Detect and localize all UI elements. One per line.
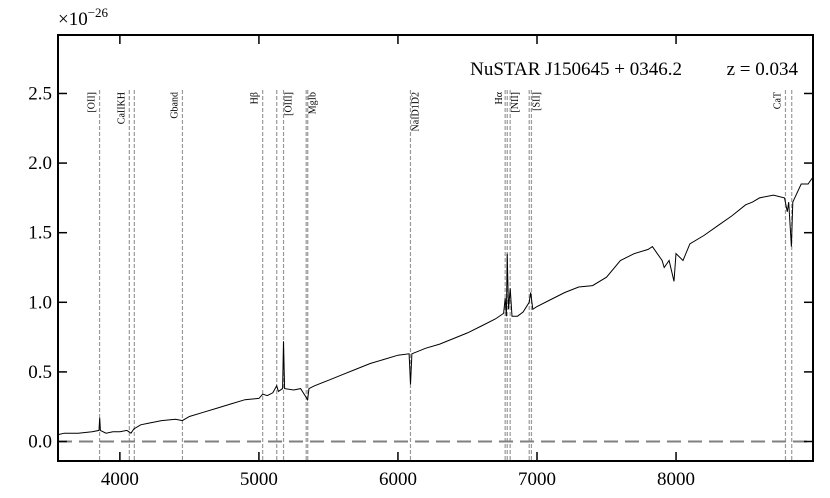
y-tick-label: 2.0 (28, 153, 52, 174)
line-label: Hα (494, 91, 505, 104)
y-tick-label: 1.0 (28, 292, 52, 313)
x-tick-label: 4000 (101, 469, 139, 490)
y-tick-label: 1.5 (28, 223, 52, 244)
x-tick-label: 6000 (379, 469, 417, 490)
line-label: CaIIKH (116, 92, 127, 124)
plot-frame (57, 34, 814, 462)
x-tick-label: 5000 (240, 469, 278, 490)
line-label: Hβ (250, 92, 261, 104)
line-label: [NII] (510, 92, 521, 113)
offset-exp: −26 (88, 5, 109, 20)
chart-title: NuSTAR J150645 + 0346.2 (470, 59, 682, 80)
y-tick-label: 0.5 (28, 362, 52, 383)
line-label: NaID1D2 (410, 92, 421, 131)
line-label: Gband (169, 92, 180, 119)
offset-label: ×10−26 (58, 5, 109, 30)
line-label: [OII] (87, 92, 98, 113)
x-tick-label: 8000 (657, 469, 695, 490)
y-tick-label: 2.5 (28, 83, 52, 104)
line-label: CaT (772, 92, 783, 109)
line-label: [SII] (531, 92, 542, 111)
y-tick-label: 0.0 (28, 432, 52, 453)
line-label: MgIb (308, 92, 319, 114)
redshift: z = 0.034 (727, 59, 799, 80)
spectrum (58, 176, 814, 435)
x-tick-label: 7000 (518, 469, 556, 490)
offset-base: ×10 (58, 9, 88, 30)
line-label: [OIII] (284, 92, 295, 116)
